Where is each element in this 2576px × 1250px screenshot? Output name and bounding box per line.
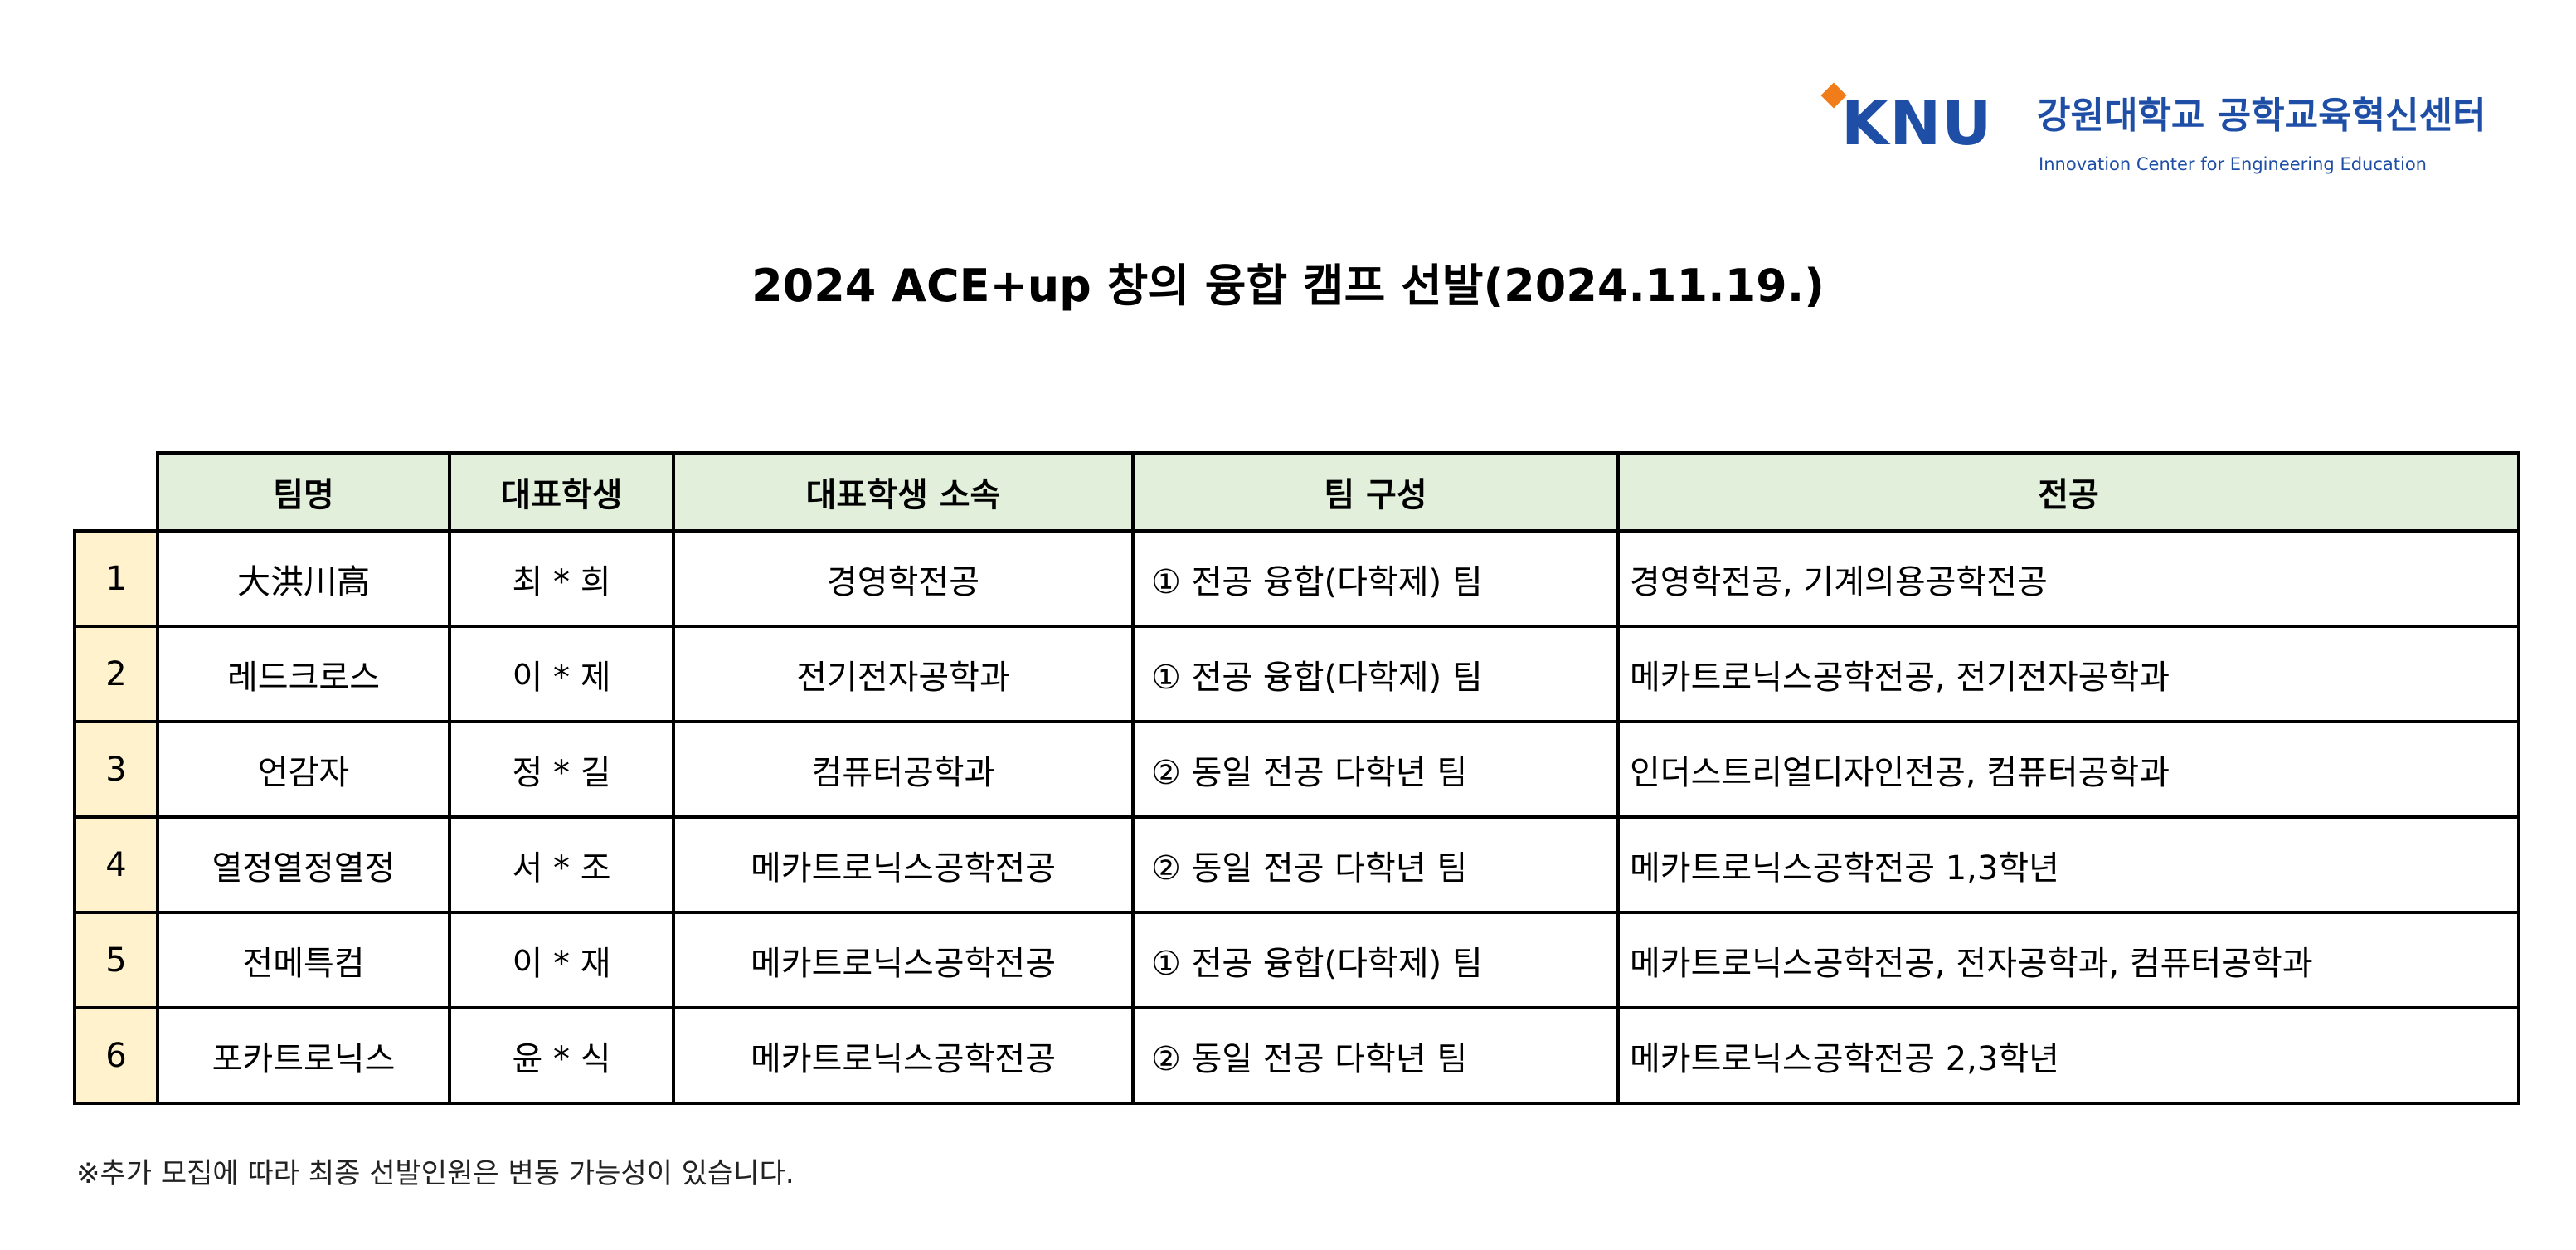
row-number: 6	[73, 1006, 159, 1105]
leader-cell: 이 * 제	[448, 625, 675, 723]
row-number: 5	[73, 911, 159, 1009]
affiliation-cell: 전기전자공학과	[672, 625, 1135, 723]
leader-cell: 최 * 희	[448, 529, 675, 628]
composition-cell: ② 동일 전공 다학년 팀	[1131, 815, 1620, 914]
majors-cell: 메카트로닉스공학전공 1,3학년	[1616, 815, 2520, 914]
composition-cell: ① 전공 융합(다학제) 팀	[1131, 911, 1620, 1009]
header-team-composition: 팀 구성	[1131, 451, 1620, 533]
knu-logo: KNU 강원대학교 공학교육혁신센터 Innovation Center for…	[1820, 82, 2486, 182]
majors-cell: 메카트로닉스공학전공 2,3학년	[1616, 1006, 2520, 1105]
composition-cell: ② 동일 전공 다학년 팀	[1131, 720, 1620, 819]
document-title: 2024 ACE+up 창의 융합 캠프 선발(2024.11.19.)	[751, 260, 1825, 312]
table-row: 2 레드크로스 이 * 제 전기전자공학과 ① 전공 융합(다학제) 팀 메카트…	[73, 625, 2520, 723]
table-row: 1 大洪川高 최 * 희 경영학전공 ① 전공 융합(다학제) 팀 경영학전공,…	[73, 529, 2520, 628]
row-number: 4	[73, 815, 159, 914]
header-team-name: 팀명	[156, 451, 451, 533]
logo-name-english: Innovation Center for Engineering Educat…	[2039, 154, 2427, 174]
table-row: 5 전메특컴 이 * 재 메카트로닉스공학전공 ① 전공 융합(다학제) 팀 메…	[73, 911, 2520, 1009]
header-majors: 전공	[1616, 451, 2520, 533]
affiliation-cell: 메카트로닉스공학전공	[672, 911, 1135, 1009]
table-row: 6 포카트로닉스 윤 * 식 메카트로닉스공학전공 ② 동일 전공 다학년 팀 …	[73, 1006, 2520, 1105]
leader-cell: 이 * 재	[448, 911, 675, 1009]
team-name-cell: 언감자	[156, 720, 451, 819]
leader-cell: 서 * 조	[448, 815, 675, 914]
affiliation-cell: 경영학전공	[672, 529, 1135, 628]
majors-cell: 메카트로닉스공학전공, 전기전자공학과	[1616, 625, 2520, 723]
team-name-cell: 포카트로닉스	[156, 1006, 451, 1105]
selection-table: 팀명 대표학생 대표학생 소속 팀 구성 전공 1 大洪川高 최 * 희 경영학…	[73, 451, 2520, 1105]
row-number: 3	[73, 720, 159, 819]
team-name-cell: 열정열정열정	[156, 815, 451, 914]
composition-cell: ① 전공 융합(다학제) 팀	[1131, 529, 1620, 628]
majors-cell: 메카트로닉스공학전공, 전자공학과, 컴퓨터공학과	[1616, 911, 2520, 1009]
affiliation-cell: 컴퓨터공학과	[672, 720, 1135, 819]
team-name-cell: 레드크로스	[156, 625, 451, 723]
composition-cell: ② 동일 전공 다학년 팀	[1131, 1006, 1620, 1105]
table-header-corner	[75, 453, 159, 533]
team-name-cell: 전메특컴	[156, 911, 451, 1009]
affiliation-cell: 메카트로닉스공학전공	[672, 815, 1135, 914]
table-row: 3 언감자 정 * 길 컴퓨터공학과 ② 동일 전공 다학년 팀 인더스트리얼디…	[73, 720, 2520, 819]
composition-cell: ① 전공 융합(다학제) 팀	[1131, 625, 1620, 723]
leader-cell: 윤 * 식	[448, 1006, 675, 1105]
knu-logo-mark: KNU	[1820, 82, 2020, 182]
header-leader-affiliation: 대표학생 소속	[672, 451, 1135, 533]
affiliation-cell: 메카트로닉스공학전공	[672, 1006, 1135, 1105]
footnote: ※추가 모집에 따라 최종 선발인원은 변동 가능성이 있습니다.	[76, 1157, 795, 1190]
table-header-row: 팀명 대표학생 대표학생 소속 팀 구성 전공	[75, 451, 2520, 533]
row-number: 1	[73, 529, 159, 628]
logo-knu-text: KNU	[1841, 88, 1993, 159]
header-leader: 대표학생	[448, 451, 675, 533]
row-number: 2	[73, 625, 159, 723]
leader-cell: 정 * 길	[448, 720, 675, 819]
majors-cell: 인더스트리얼디자인전공, 컴퓨터공학과	[1616, 720, 2520, 819]
table-row: 4 열정열정열정 서 * 조 메카트로닉스공학전공 ② 동일 전공 다학년 팀 …	[73, 815, 2520, 914]
team-name-cell: 大洪川高	[156, 529, 451, 628]
logo-name-korean: 강원대학교 공학교육혁신센터	[2037, 95, 2486, 137]
majors-cell: 경영학전공, 기계의용공학전공	[1616, 529, 2520, 628]
